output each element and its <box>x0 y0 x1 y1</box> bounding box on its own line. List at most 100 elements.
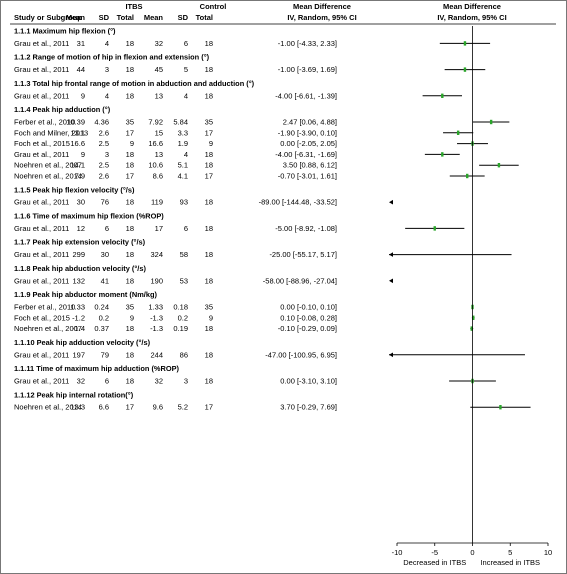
subgroup-title: 1.1.8 Peak hip abduction velocity (°/s) <box>14 264 146 273</box>
md-ci-value: 2.47 [0.06, 4.88] <box>283 118 337 127</box>
control-sd: 5.1 <box>178 161 188 170</box>
effect-marker <box>499 405 502 410</box>
control-mean: -1.3 <box>150 324 163 333</box>
itbs-sd: 2.6 <box>99 172 109 181</box>
control-sd: 4 <box>184 150 188 159</box>
itbs-sd: 0.37 <box>94 324 109 333</box>
md-ci-value: -1.00 [-4.33, 2.33] <box>278 39 337 48</box>
effect-marker <box>441 93 444 98</box>
study-name: Grau et al., 2011 <box>14 224 69 233</box>
control-total: 18 <box>205 377 213 386</box>
itbs-total: 18 <box>126 161 134 170</box>
md-ci-value: -4.00 [-6.61, -1.39] <box>275 91 337 100</box>
control-total: 17 <box>205 172 213 181</box>
itbs-sd: 4.36 <box>94 118 109 127</box>
control-sd: 86 <box>180 350 188 359</box>
sd2-header: SD <box>178 13 189 22</box>
control-sd: 93 <box>180 198 188 207</box>
control-mean: 13 <box>155 91 163 100</box>
offscale-arrow <box>389 252 393 257</box>
control-total: 17 <box>205 403 213 412</box>
study-name: Foch et al., 2015 <box>14 313 70 322</box>
study-column-header: Study or Subgroup <box>14 13 82 22</box>
subgroup-title: 1.1.12 Peak hip internal rotation(°) <box>14 390 134 399</box>
subgroup-title: 1.1.6 Time of maximum hip flexion (%ROP) <box>14 212 164 221</box>
offscale-arrow <box>389 352 393 358</box>
itbs-total: 18 <box>126 39 134 48</box>
control-total: 18 <box>205 224 213 233</box>
itbs-sd: 79 <box>101 350 109 359</box>
itbs-total: 17 <box>126 128 134 137</box>
study-name: Foch et al., 2015 <box>14 139 70 148</box>
study-name: Grau et al., 2011 <box>14 65 69 74</box>
control-mean: 15 <box>155 128 163 137</box>
itbs-total: 18 <box>126 198 134 207</box>
control-total: 18 <box>205 198 213 207</box>
control-mean: -1.3 <box>150 313 163 322</box>
itbs-mean: -1.2 <box>72 313 85 322</box>
md-column-title: Mean Difference <box>293 2 351 11</box>
x-tick-label: 5 <box>508 548 512 557</box>
study-name: Grau et al., 2011 <box>14 377 69 386</box>
sd1-header: SD <box>99 13 110 22</box>
itbs-mean: 9 <box>81 91 85 100</box>
control-mean: 13 <box>155 150 163 159</box>
md-ci-value: -1.90 [-3.90, 0.10] <box>278 128 337 137</box>
itbs-sd: 30 <box>101 250 109 259</box>
control-sd: 0.18 <box>173 303 188 312</box>
control-sd: 3.3 <box>178 128 188 137</box>
md-ci-value: 3.70 [-0.29, 7.69] <box>280 403 337 412</box>
control-total: 18 <box>205 91 213 100</box>
control-mean: 324 <box>150 250 163 259</box>
itbs-sd: 4 <box>105 91 109 100</box>
itbs-sd: 3 <box>105 65 109 74</box>
md-column-method: IV, Random, 95% CI <box>287 13 356 22</box>
mean2-header: Mean <box>144 13 164 22</box>
subgroup-title: 1.1.5 Peak hip flexion velocity (°/s) <box>14 185 135 194</box>
md-ci-value: 0.00 [-3.10, 3.10] <box>280 377 337 386</box>
control-total: 18 <box>205 324 213 333</box>
itbs-sd: 3 <box>105 150 109 159</box>
study-name: Grau et al., 2011 <box>14 39 69 48</box>
control-mean: 7.92 <box>148 118 163 127</box>
control-sd: 58 <box>180 250 188 259</box>
subgroup-title: 1.1.1 Maximum hip flexion (°) <box>14 27 116 36</box>
itbs-mean: 7.9 <box>75 172 85 181</box>
itbs-sd: 6.6 <box>99 403 109 412</box>
study-name: Grau et al., 2011 <box>14 250 69 259</box>
control-total: 18 <box>205 276 213 285</box>
itbs-mean: 10.39 <box>66 118 85 127</box>
x-tick-label: -10 <box>392 548 403 557</box>
total2-header: Total <box>196 13 213 22</box>
md-ci-value: -0.70 [-3.01, 1.61] <box>278 172 337 181</box>
control-mean: 1.33 <box>148 303 163 312</box>
mean1-header: Mean <box>66 13 86 22</box>
md-ci-value: -58.00 [-88.96, -27.04] <box>263 276 337 285</box>
md-ci-value: 0.10 [-0.08, 0.28] <box>280 313 337 322</box>
md-ci-value: -0.10 [-0.29, 0.09] <box>278 324 337 333</box>
control-sd: 5.2 <box>178 403 188 412</box>
control-mean: 10.6 <box>148 161 163 170</box>
itbs-mean: 44 <box>77 65 85 74</box>
itbs-total: 18 <box>126 276 134 285</box>
study-name: Grau et al., 2011 <box>14 91 69 100</box>
itbs-total: 18 <box>126 150 134 159</box>
study-name: Ferber et al., 2010 <box>14 118 75 127</box>
control-total: 18 <box>205 150 213 159</box>
control-total: 18 <box>205 161 213 170</box>
control-sd: 6 <box>184 224 188 233</box>
control-total: 18 <box>205 65 213 74</box>
offscale-arrow <box>389 278 393 284</box>
effect-marker <box>441 152 444 157</box>
itbs-mean: 14.1 <box>70 161 85 170</box>
control-total: 18 <box>205 250 213 259</box>
control-sd: 5 <box>184 65 188 74</box>
md-ci-value: -4.00 [-6.31, -1.69] <box>275 150 337 159</box>
itbs-total: 18 <box>126 324 134 333</box>
control-total: 35 <box>205 303 213 312</box>
itbs-total: 9 <box>130 139 134 148</box>
subgroup-title: 1.1.2 Range of motion of hip in flexion … <box>14 53 210 62</box>
effect-marker <box>456 130 460 135</box>
control-mean: 16.6 <box>148 139 163 148</box>
itbs-total: 18 <box>126 224 134 233</box>
